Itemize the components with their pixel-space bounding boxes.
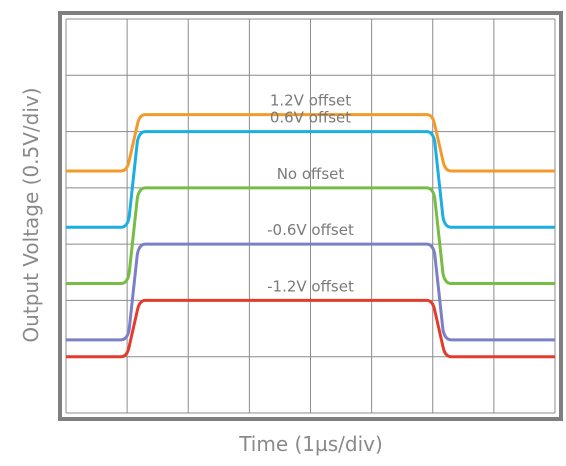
grid xyxy=(65,18,556,414)
series-label: 1.2V offset xyxy=(270,92,351,110)
series-line xyxy=(66,186,555,286)
series-line xyxy=(66,130,555,229)
traces xyxy=(66,113,555,359)
series-label: -1.2V offset xyxy=(267,277,354,295)
series-label: 0.6V offset xyxy=(270,109,351,127)
series-label: No offset xyxy=(277,165,345,183)
x-axis-label: Time (1µs/div) xyxy=(238,432,383,456)
series-label: -0.6V offset xyxy=(267,221,354,239)
series-line xyxy=(66,113,555,173)
plot-frame xyxy=(58,11,563,421)
y-axis-label: Output Voltage (0.5V/div) xyxy=(19,87,43,342)
series-line xyxy=(66,298,555,359)
series-line xyxy=(66,242,555,342)
